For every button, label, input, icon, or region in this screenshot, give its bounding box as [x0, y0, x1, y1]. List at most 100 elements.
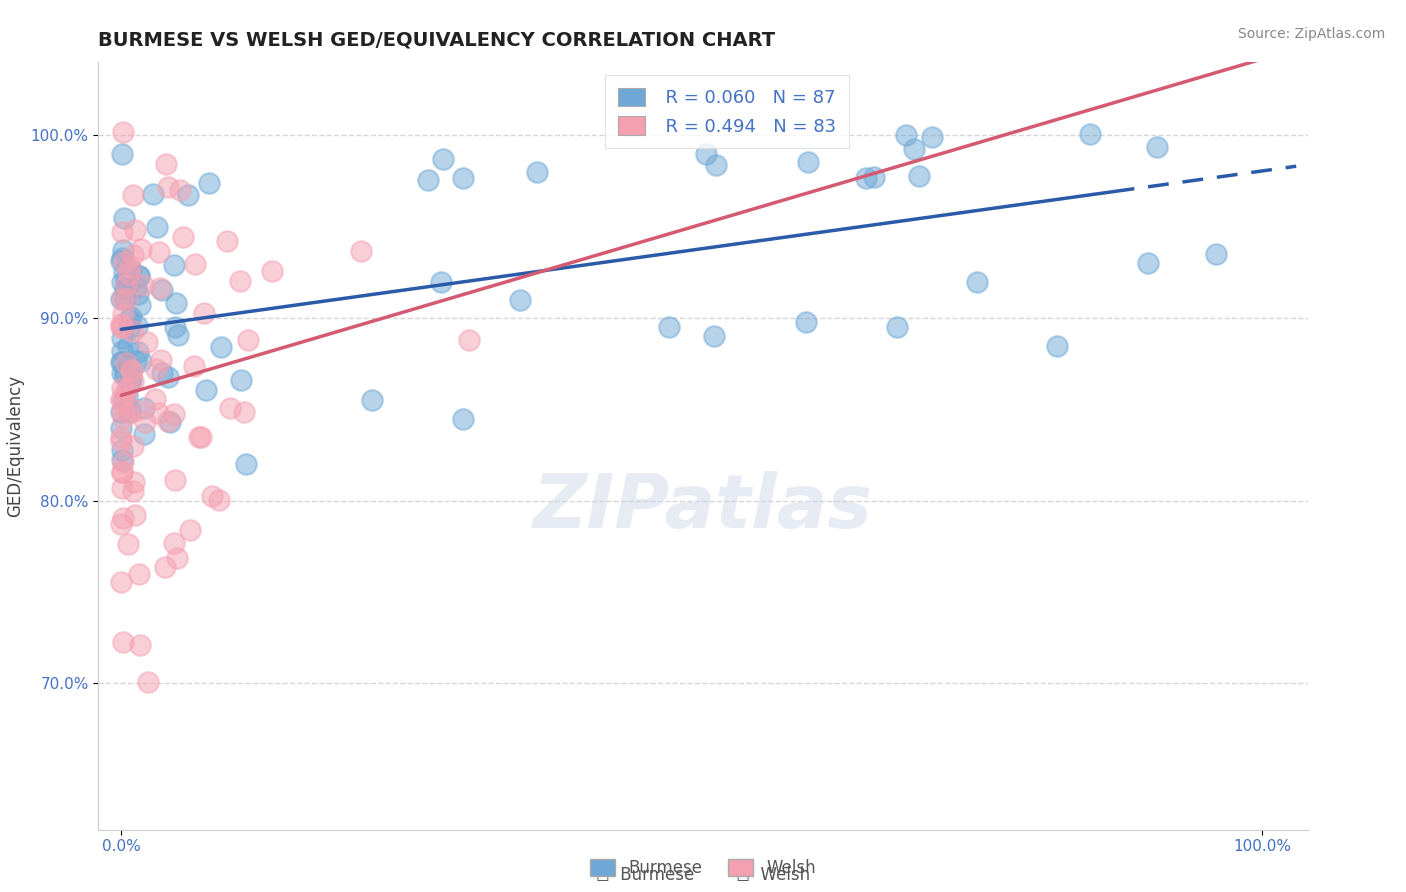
Point	[451, 170, 474, 185]
Point	[235, 457, 257, 471]
Point	[142, 186, 165, 201]
Point	[136, 675, 159, 690]
Point	[193, 306, 215, 320]
Point	[111, 453, 134, 467]
Point	[165, 319, 187, 334]
Point	[150, 366, 173, 380]
Point	[112, 635, 135, 649]
Point	[122, 324, 145, 338]
Point	[1046, 338, 1069, 352]
Point	[236, 333, 259, 347]
Point	[1078, 127, 1101, 141]
Point	[361, 393, 384, 408]
Point	[134, 401, 156, 415]
Point	[111, 292, 134, 306]
Point	[863, 169, 886, 184]
Point	[183, 359, 205, 373]
Point	[134, 415, 156, 429]
Point	[232, 405, 254, 419]
Point	[110, 392, 132, 406]
Point	[124, 508, 146, 522]
Point	[132, 277, 155, 292]
Point	[110, 366, 132, 380]
Point	[177, 188, 200, 202]
Point	[703, 329, 725, 343]
Point	[111, 393, 134, 408]
Point	[115, 274, 138, 288]
Point	[135, 334, 157, 349]
Text: ◻  Burmese        ◻  Welsh: ◻ Burmese ◻ Welsh	[596, 866, 810, 884]
Point	[695, 147, 717, 161]
Point	[150, 352, 173, 367]
Point	[114, 366, 136, 380]
Point	[127, 287, 149, 301]
Point	[127, 345, 149, 359]
Point	[1136, 256, 1159, 270]
Point	[111, 380, 134, 394]
Point	[122, 374, 145, 388]
Point	[432, 152, 454, 166]
Point	[120, 263, 142, 277]
Point	[111, 465, 134, 479]
Point	[115, 280, 138, 294]
Point	[350, 244, 373, 258]
Point	[110, 430, 132, 444]
Point	[111, 252, 134, 266]
Point	[129, 298, 152, 312]
Legend: Burmese, Welsh: Burmese, Welsh	[583, 852, 823, 884]
Point	[110, 292, 132, 306]
Point	[125, 403, 148, 417]
Point	[112, 255, 135, 269]
Point	[127, 318, 149, 333]
Point	[118, 267, 141, 281]
Point	[124, 222, 146, 236]
Point	[115, 356, 138, 370]
Point	[122, 439, 145, 453]
Point	[121, 363, 143, 377]
Point	[118, 375, 141, 389]
Point	[172, 230, 194, 244]
Point	[526, 164, 548, 178]
Point	[115, 389, 138, 403]
Point	[110, 575, 132, 590]
Point	[122, 484, 145, 499]
Point	[122, 188, 145, 202]
Point	[457, 333, 479, 347]
Point	[132, 427, 155, 442]
Point	[120, 403, 142, 417]
Point	[966, 275, 988, 289]
Point	[1146, 140, 1168, 154]
Point	[128, 566, 150, 581]
Point	[163, 258, 186, 272]
Point	[166, 551, 188, 566]
Point	[129, 354, 152, 368]
Point	[114, 369, 136, 384]
Point	[112, 411, 135, 425]
Point	[110, 146, 132, 161]
Text: Source: ZipAtlas.com: Source: ZipAtlas.com	[1237, 27, 1385, 41]
Point	[128, 269, 150, 284]
Point	[114, 385, 136, 400]
Point	[794, 315, 817, 329]
Point	[156, 369, 179, 384]
Point	[194, 383, 217, 397]
Point	[110, 434, 132, 449]
Point	[117, 292, 139, 306]
Point	[110, 319, 132, 334]
Point	[118, 406, 141, 420]
Point	[208, 493, 231, 508]
Point	[903, 143, 925, 157]
Point	[110, 517, 132, 532]
Point	[118, 312, 141, 326]
Point	[112, 455, 135, 469]
Point	[118, 260, 141, 275]
Point	[453, 411, 475, 425]
Point	[157, 414, 180, 428]
Point	[120, 370, 142, 384]
Point	[110, 355, 132, 369]
Point	[110, 254, 132, 268]
Text: BURMESE VS WELSH GED/EQUIVALENCY CORRELATION CHART: BURMESE VS WELSH GED/EQUIVALENCY CORRELA…	[98, 30, 776, 50]
Point	[125, 280, 148, 294]
Point	[165, 295, 187, 310]
Point	[855, 170, 877, 185]
